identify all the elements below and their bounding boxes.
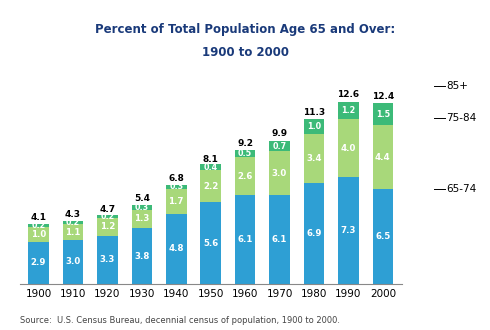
Bar [97, 218, 118, 236]
Text: 12.4: 12.4 [372, 92, 394, 101]
Text: 5.4: 5.4 [134, 194, 150, 203]
Text: 4.4: 4.4 [375, 152, 391, 162]
Bar [304, 134, 324, 183]
Bar [63, 240, 83, 284]
Bar [200, 164, 221, 170]
Text: 85+: 85+ [446, 81, 468, 91]
Text: 65-74: 65-74 [446, 183, 477, 194]
Bar [63, 221, 83, 224]
Text: 6.9: 6.9 [306, 229, 321, 238]
Text: 3.8: 3.8 [134, 252, 149, 261]
Text: 3.3: 3.3 [100, 255, 115, 264]
Text: 1.0: 1.0 [31, 230, 46, 239]
Bar [338, 119, 359, 178]
Bar [269, 195, 290, 284]
Bar [166, 189, 187, 214]
Bar [304, 119, 324, 134]
Bar [269, 141, 290, 151]
Text: 6.8: 6.8 [169, 174, 184, 183]
Text: Percent of Total Population Age 65 and Over:: Percent of Total Population Age 65 and O… [95, 23, 395, 36]
Text: 2.2: 2.2 [203, 182, 219, 191]
Text: 9.9: 9.9 [271, 129, 288, 138]
Text: 4.8: 4.8 [169, 244, 184, 253]
Text: 1.2: 1.2 [342, 106, 356, 115]
Bar [372, 189, 393, 284]
Bar [200, 202, 221, 284]
Text: 6.1: 6.1 [238, 235, 253, 244]
Text: 0.3: 0.3 [135, 203, 149, 212]
Text: 6.5: 6.5 [375, 232, 391, 241]
Bar [304, 183, 324, 284]
Text: 9.2: 9.2 [237, 139, 253, 148]
Bar [235, 195, 255, 284]
Text: 3.0: 3.0 [272, 169, 287, 178]
Bar [28, 242, 49, 284]
Text: 1.5: 1.5 [376, 110, 390, 118]
Text: 4.7: 4.7 [99, 205, 116, 214]
Text: 3.0: 3.0 [65, 257, 80, 266]
Text: 1.2: 1.2 [100, 222, 115, 231]
Text: 1.0: 1.0 [307, 122, 321, 131]
Text: Source:  U.S. Census Bureau, decennial census of population, 1900 to 2000.: Source: U.S. Census Bureau, decennial ce… [20, 316, 340, 325]
Text: 1900 to 2000: 1900 to 2000 [201, 46, 289, 59]
Bar [269, 151, 290, 195]
Bar [200, 170, 221, 202]
Text: 0.7: 0.7 [272, 142, 287, 151]
Bar [235, 150, 255, 157]
Text: 0.5: 0.5 [238, 149, 252, 158]
Bar [28, 224, 49, 227]
Bar [131, 205, 152, 210]
Bar [97, 215, 118, 218]
Text: 0.2: 0.2 [66, 218, 80, 227]
Bar [235, 157, 255, 195]
Text: 12.6: 12.6 [338, 89, 360, 99]
Text: 11.3: 11.3 [303, 109, 325, 117]
Text: 0.2: 0.2 [100, 212, 115, 221]
Text: 75-84: 75-84 [446, 114, 477, 123]
Text: 4.3: 4.3 [65, 211, 81, 219]
Text: 0.3: 0.3 [169, 182, 183, 191]
Text: 1.7: 1.7 [169, 197, 184, 206]
Bar [338, 178, 359, 284]
Text: 7.3: 7.3 [341, 226, 356, 235]
Bar [166, 185, 187, 189]
Text: 1.1: 1.1 [65, 228, 81, 237]
Text: 2.6: 2.6 [238, 172, 253, 181]
Bar [63, 224, 83, 240]
Text: 0.4: 0.4 [204, 163, 218, 172]
Bar [372, 103, 393, 125]
Bar [338, 102, 359, 119]
Text: 3.4: 3.4 [306, 154, 322, 163]
Text: 4.0: 4.0 [341, 144, 356, 153]
Text: 6.1: 6.1 [272, 235, 287, 244]
Text: 4.1: 4.1 [30, 213, 47, 222]
Bar [131, 228, 152, 284]
Bar [131, 210, 152, 228]
Bar [166, 214, 187, 284]
Text: 1.3: 1.3 [134, 214, 149, 223]
Text: 8.1: 8.1 [203, 155, 219, 164]
Bar [372, 125, 393, 189]
Text: 2.9: 2.9 [31, 258, 46, 267]
Bar [97, 236, 118, 284]
Text: 0.2: 0.2 [31, 221, 46, 230]
Bar [28, 227, 49, 242]
Text: 5.6: 5.6 [203, 239, 219, 248]
